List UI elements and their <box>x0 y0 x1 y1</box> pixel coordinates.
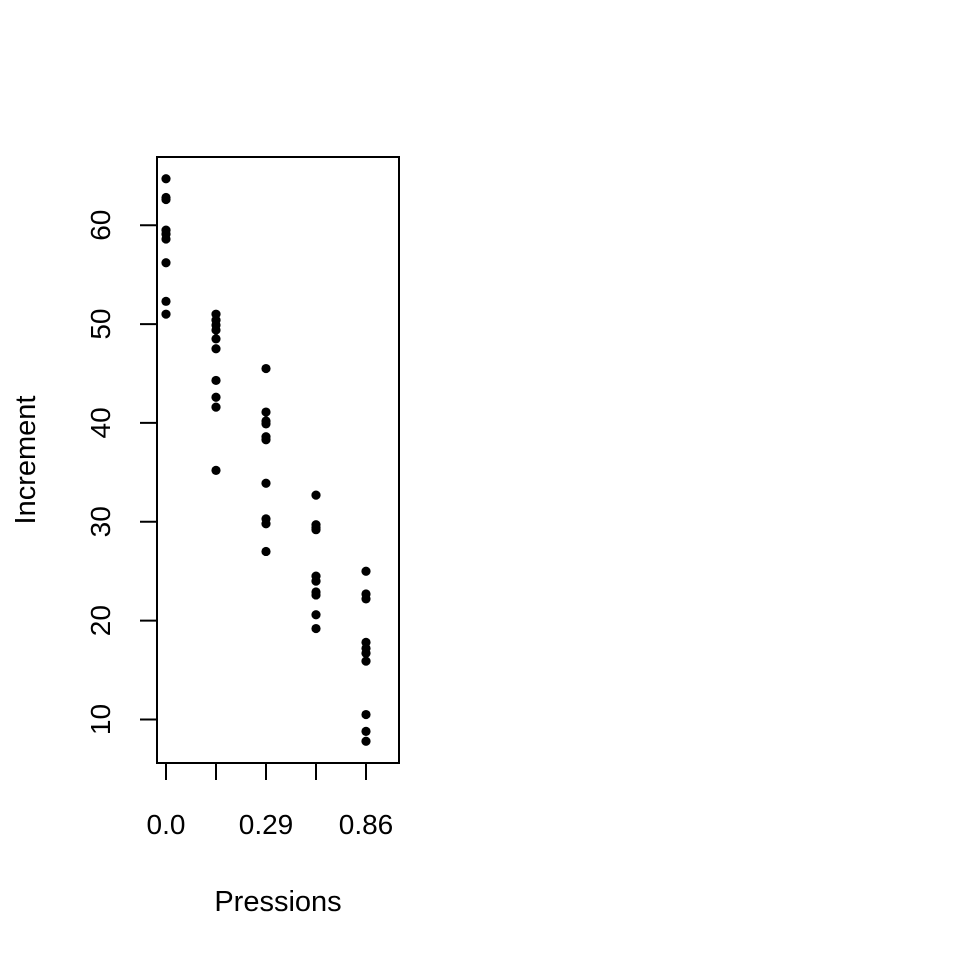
x-tick-label: 0.29 <box>239 809 294 840</box>
plot-frame <box>156 156 400 764</box>
x-axis: 0.0 0.29 0.86 <box>147 762 394 840</box>
data-point <box>311 576 321 586</box>
y-tick-label: 40 <box>85 407 116 438</box>
data-point <box>311 623 321 634</box>
data-point <box>261 419 271 429</box>
y-tick-label: 60 <box>85 210 116 241</box>
data-point <box>311 490 321 500</box>
data-point <box>311 525 321 535</box>
data-point <box>261 546 271 557</box>
data-point <box>211 344 221 354</box>
data-point <box>361 566 371 576</box>
data-point <box>161 296 171 306</box>
data-point <box>211 392 221 402</box>
data-point <box>361 594 371 604</box>
data-point <box>261 407 271 417</box>
data-points <box>161 174 371 746</box>
y-tick-label: 10 <box>85 704 116 735</box>
y-tick-label: 20 <box>85 605 116 636</box>
y-axis: 10 20 30 40 50 60 <box>85 210 158 735</box>
data-point <box>161 194 171 205</box>
data-point <box>161 174 171 184</box>
data-point <box>161 234 171 244</box>
data-point <box>261 435 271 445</box>
data-point <box>211 325 221 335</box>
y-axis-label: Increment <box>10 396 42 525</box>
data-point <box>161 309 171 319</box>
data-point <box>361 726 371 736</box>
data-point <box>311 610 321 620</box>
x-tick-label: 0.86 <box>339 809 394 840</box>
data-point <box>361 656 371 666</box>
x-axis-label: Pressions <box>214 886 341 918</box>
data-point <box>261 363 271 374</box>
data-point <box>211 402 221 412</box>
data-point <box>261 478 271 488</box>
data-point <box>211 334 221 344</box>
data-point <box>211 375 221 386</box>
data-point <box>361 736 371 746</box>
data-point <box>161 258 171 268</box>
data-point <box>211 465 221 475</box>
data-point <box>311 590 321 600</box>
data-point <box>261 519 271 529</box>
y-tick-label: 50 <box>85 308 116 339</box>
y-tick-label: 30 <box>85 506 116 537</box>
x-tick-label: 0.0 <box>147 809 186 840</box>
data-point <box>361 709 371 720</box>
data-point <box>361 648 371 658</box>
